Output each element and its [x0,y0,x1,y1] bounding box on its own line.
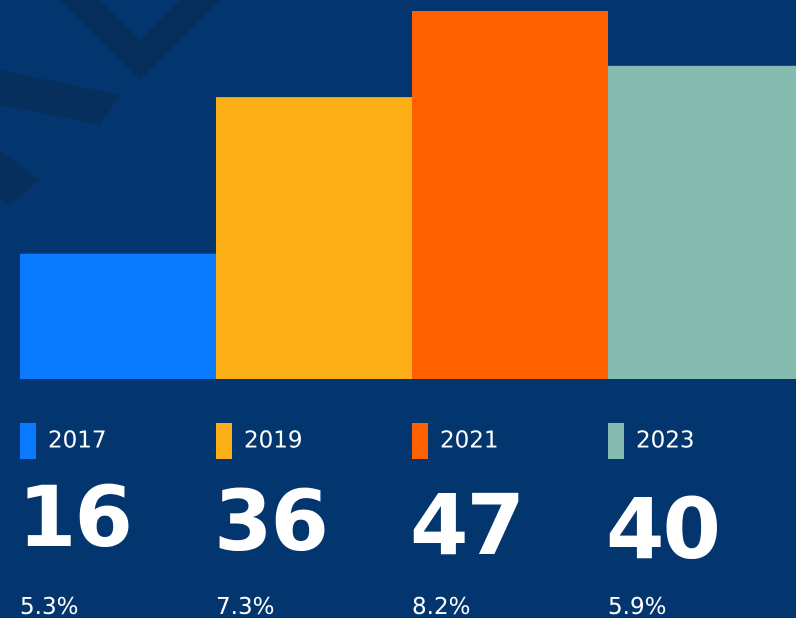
percent-label: 8.2% [412,594,470,618]
percent-label: 5.3% [20,594,78,618]
value-label: 47 [410,476,523,574]
bar [608,65,796,380]
percent-label: 5.9% [608,594,666,618]
legend-swatch [216,423,232,459]
category-label: 2023 [636,428,695,454]
bar [412,11,608,379]
deco-chevron [60,0,220,80]
deco-bar [0,70,120,125]
category-label: 2017 [48,428,107,454]
decoration [0,0,220,205]
labels: 2017 16 5.3% 2019 36 7.3% 2021 47 8.2% 2023 40 5.9% [18,423,721,618]
legend-swatch [412,423,428,459]
value-label: 36 [214,472,327,570]
category-label: 2019 [244,428,303,454]
legend-swatch [608,423,624,459]
value-label: 40 [606,480,719,578]
bars [20,11,796,380]
bar [20,253,216,379]
value-label: 16 [18,468,131,566]
percent-label: 7.3% [216,594,274,618]
category-label: 2021 [440,428,499,454]
legend-swatch [20,423,36,459]
bar [216,97,412,380]
deco-corner [0,150,40,205]
